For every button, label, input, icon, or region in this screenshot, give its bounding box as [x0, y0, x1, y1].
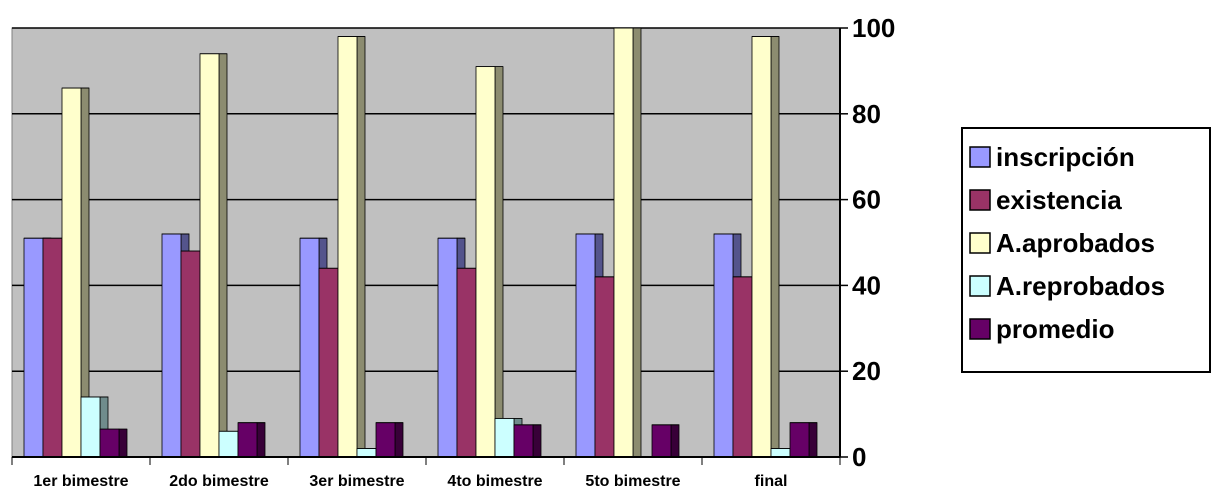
- legend-swatch: [969, 189, 991, 211]
- y-tick-label: 40: [852, 270, 881, 300]
- legend-swatch: [969, 318, 991, 340]
- bar: [99, 428, 128, 458]
- bar: [513, 424, 542, 458]
- bar: [613, 27, 642, 458]
- x-category-label: 3er bimestre: [309, 473, 404, 490]
- y-tick-label: 100: [852, 13, 895, 43]
- x-category-label: 2do bimestre: [169, 473, 269, 490]
- bar: [651, 424, 680, 458]
- legend-swatch: [969, 232, 991, 254]
- legend: inscripción existencia A.aprobados A.reprob…: [961, 127, 1211, 373]
- bar: [789, 422, 818, 458]
- bar: [751, 36, 780, 458]
- axes: 0 20 40 60 80 100 1er bimestre 2do bimestre 3er …: [11, 13, 895, 490]
- y-tick-label: 0: [852, 442, 866, 472]
- bar: [237, 422, 266, 458]
- x-category-label: 1er bimestre: [33, 473, 128, 490]
- gridlines: [12, 27, 840, 372]
- y-tick-label: 60: [852, 185, 881, 215]
- legend-label: inscripción: [996, 142, 1135, 172]
- y-tick-label: 80: [852, 99, 881, 129]
- x-category-label: 5to bimestre: [585, 473, 680, 490]
- legend-box: [961, 127, 1211, 373]
- legend-label: A.aprobados: [996, 228, 1155, 258]
- legend-swatch: [969, 275, 991, 297]
- legend-label: promedio: [996, 314, 1114, 344]
- legend-swatch: [969, 146, 991, 168]
- legend-label: existencia: [996, 185, 1122, 215]
- bar: [199, 53, 228, 458]
- y-tick-label: 20: [852, 356, 881, 386]
- x-category-label: final: [755, 473, 788, 490]
- bar: [475, 66, 504, 458]
- legend-label: A.reprobados: [996, 271, 1165, 301]
- plot-area: [11, 27, 841, 458]
- x-category-label: 4to bimestre: [447, 473, 542, 490]
- bar: [61, 87, 90, 458]
- bar: [375, 422, 404, 458]
- bar: [337, 36, 366, 458]
- bars: [23, 27, 818, 458]
